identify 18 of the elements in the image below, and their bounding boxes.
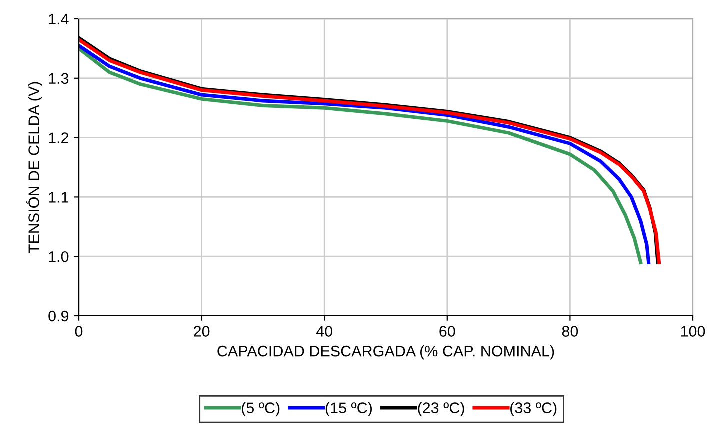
y-tick-label: 0.9	[48, 310, 69, 322]
x-tick-label: 20	[194, 326, 210, 337]
y-tick-label: 1.2	[49, 132, 69, 144]
x-tick-label: 60	[440, 326, 456, 337]
legend-label: (33 ºC)	[510, 402, 557, 417]
legend-label: (5 ºC)	[242, 402, 280, 417]
x-tick-label: 40	[316, 326, 332, 337]
y-axis-title: TENSIÓN DE CELDA (V)	[26, 82, 42, 254]
x-tick-label: 0	[75, 326, 83, 337]
y-tick-label: 1.4	[49, 14, 69, 25]
legend-label: (15 ºC)	[326, 402, 372, 417]
x-tick-label: 80	[562, 326, 578, 337]
y-tick-label: 1.1	[49, 192, 69, 203]
x-tick-label: 100	[681, 326, 706, 337]
y-tick-label: 1.0	[49, 251, 69, 262]
x-axis-title: CAPACIDAD DESCARGADA (% CAP. NOMINAL)	[218, 346, 554, 360]
y-tick-label: 1.3	[49, 73, 69, 84]
legend-label: (23 ºC)	[418, 402, 464, 417]
